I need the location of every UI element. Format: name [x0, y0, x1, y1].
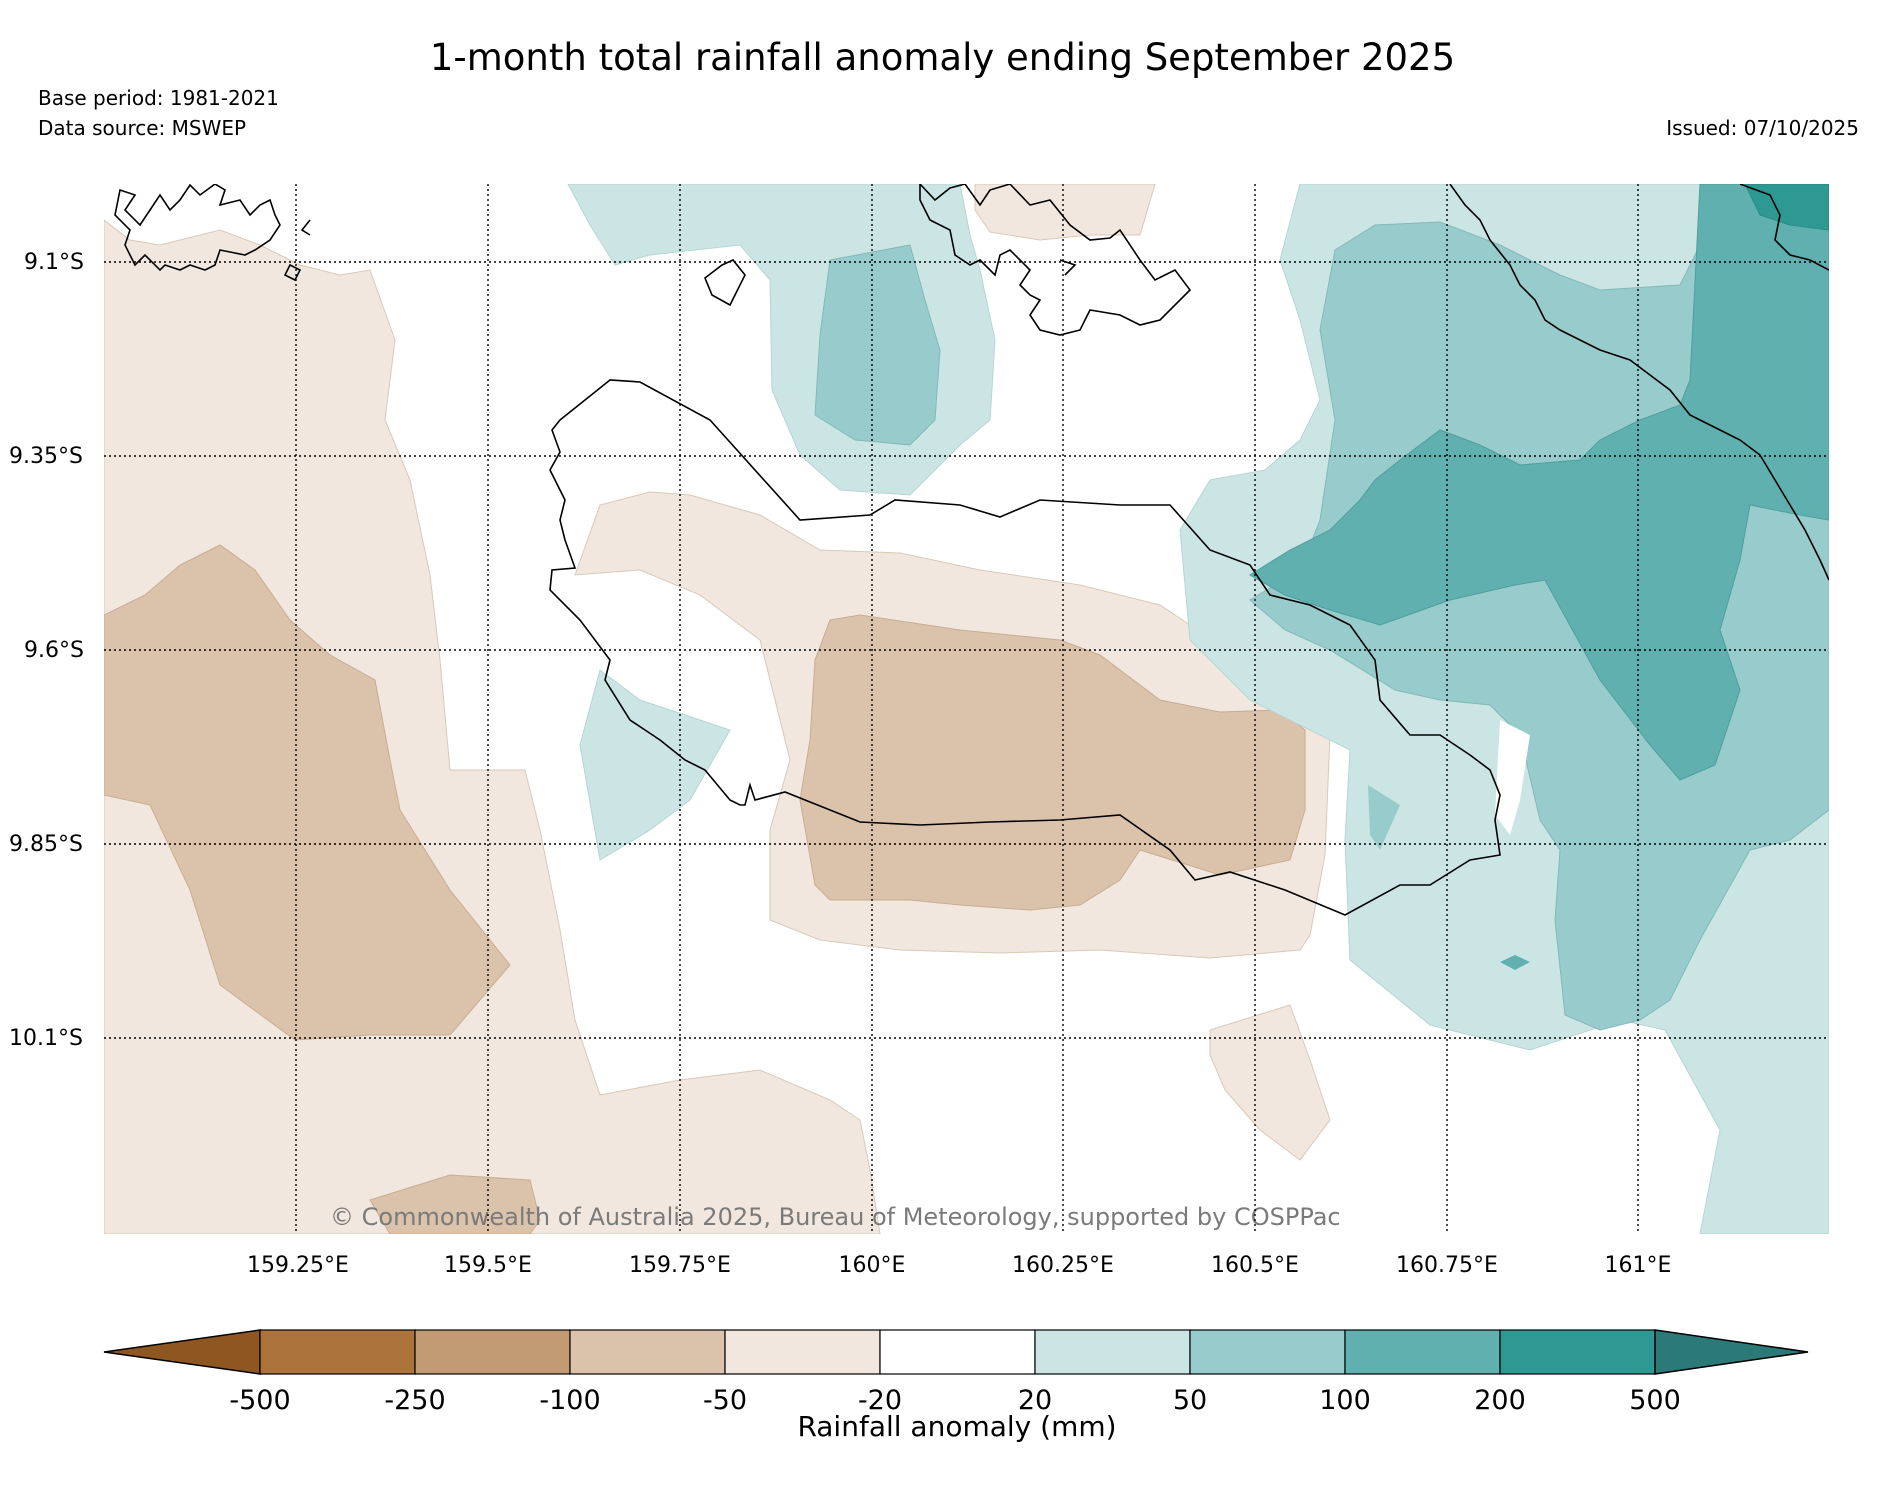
colorbar-tick-label: -100: [539, 1385, 600, 1416]
anomaly-spot-wetter: [1368, 785, 1400, 850]
anomaly-region-dry-southeast: [1209, 1004, 1331, 1161]
colorbar-swatch: [724, 1329, 881, 1375]
coastline-north-islet: [704, 259, 746, 307]
colorbar-extend-high: [1654, 1329, 1809, 1375]
colorbar-tick-label: -50: [703, 1385, 747, 1416]
coastline-russell-islet: [283, 263, 302, 282]
lon-label: 161°E: [1605, 1253, 1672, 1278]
lon-label: 159.75°E: [629, 1253, 731, 1278]
colorbar-swatch: [1189, 1329, 1346, 1375]
anomaly-region-dry-north: [974, 184, 1156, 241]
colorbar-tick-label: 500: [1629, 1385, 1681, 1416]
colorbar-tick-label: 20: [1018, 1385, 1052, 1416]
map-plot-area: © Commonwealth of Australia 2025, Bureau…: [104, 184, 1829, 1234]
coastline-florida-islands: [919, 184, 1192, 336]
lon-label: 159.5°E: [444, 1253, 532, 1278]
lon-label: 160.25°E: [1012, 1253, 1114, 1278]
chart-title: 1-month total rainfall anomaly ending Se…: [429, 36, 1456, 79]
colorbar-tick-label: -250: [384, 1385, 445, 1416]
colorbar-extend-low: [103, 1329, 261, 1375]
colorbar: -500 -250 -100 -50 -20 20 50 100 200 500: [103, 1329, 1809, 1416]
gridlines: [104, 184, 1829, 1234]
anomaly-gap-east: [1495, 720, 1530, 835]
data-source: Data source: MSWEP: [38, 116, 247, 140]
anomaly-region-dryer-south: [369, 1174, 541, 1234]
coastline-malaita-east: [1739, 184, 1829, 271]
anomaly-region-dryer-west: [104, 544, 511, 1041]
anomaly-region-wetter-north: [814, 244, 941, 446]
colorbar-swatch: [259, 1329, 416, 1375]
anomaly-region-extreme-east: [1744, 184, 1829, 231]
lat-label: 9.35°S: [9, 444, 83, 469]
colorbar-tick-label: -20: [858, 1385, 902, 1416]
colorbar-swatch: [1344, 1329, 1501, 1375]
colorbar-tick-label: 200: [1474, 1385, 1526, 1416]
lon-label: 159.25°E: [247, 1253, 349, 1278]
anomaly-region-wettest-east: [1249, 184, 1829, 781]
copyright-text: © Commonwealth of Australia 2025, Bureau…: [330, 1203, 1341, 1231]
colorbar-swatch: [414, 1329, 571, 1375]
lat-label: 9.85°S: [9, 832, 83, 857]
coastline-russell-islet-2: [300, 219, 311, 236]
colorbar-tick-label: 100: [1319, 1385, 1371, 1416]
colorbar-swatch: [879, 1329, 1036, 1375]
coastline-russell-islands: [114, 184, 281, 272]
colorbar-tick-label: 50: [1173, 1385, 1207, 1416]
colorbar-swatch: [1034, 1329, 1191, 1375]
lon-label: 160.5°E: [1211, 1253, 1299, 1278]
coastlines: [114, 184, 1829, 916]
coastline-malaita: [1449, 184, 1829, 581]
colorbar-tick-label: -500: [229, 1385, 290, 1416]
issued-date: Issued: 07/10/2025: [1666, 116, 1859, 140]
colorbar-title: Rainfall anomaly (mm): [797, 1410, 1116, 1443]
anomaly-spot-wettest: [1500, 955, 1530, 970]
lat-label: 9.6°S: [24, 638, 84, 663]
lon-label: 160°E: [839, 1253, 906, 1278]
lat-label: 10.1°S: [9, 1026, 83, 1051]
base-period: Base period: 1981-2021: [38, 86, 279, 110]
colorbar-swatch: [569, 1329, 726, 1375]
lat-label: 9.1°S: [24, 250, 84, 275]
colorbar-swatch: [1499, 1329, 1656, 1375]
coastline-guadalcanal: [549, 379, 1501, 916]
lon-label: 160.75°E: [1396, 1253, 1498, 1278]
anomaly-region-wet-west: [579, 669, 731, 861]
